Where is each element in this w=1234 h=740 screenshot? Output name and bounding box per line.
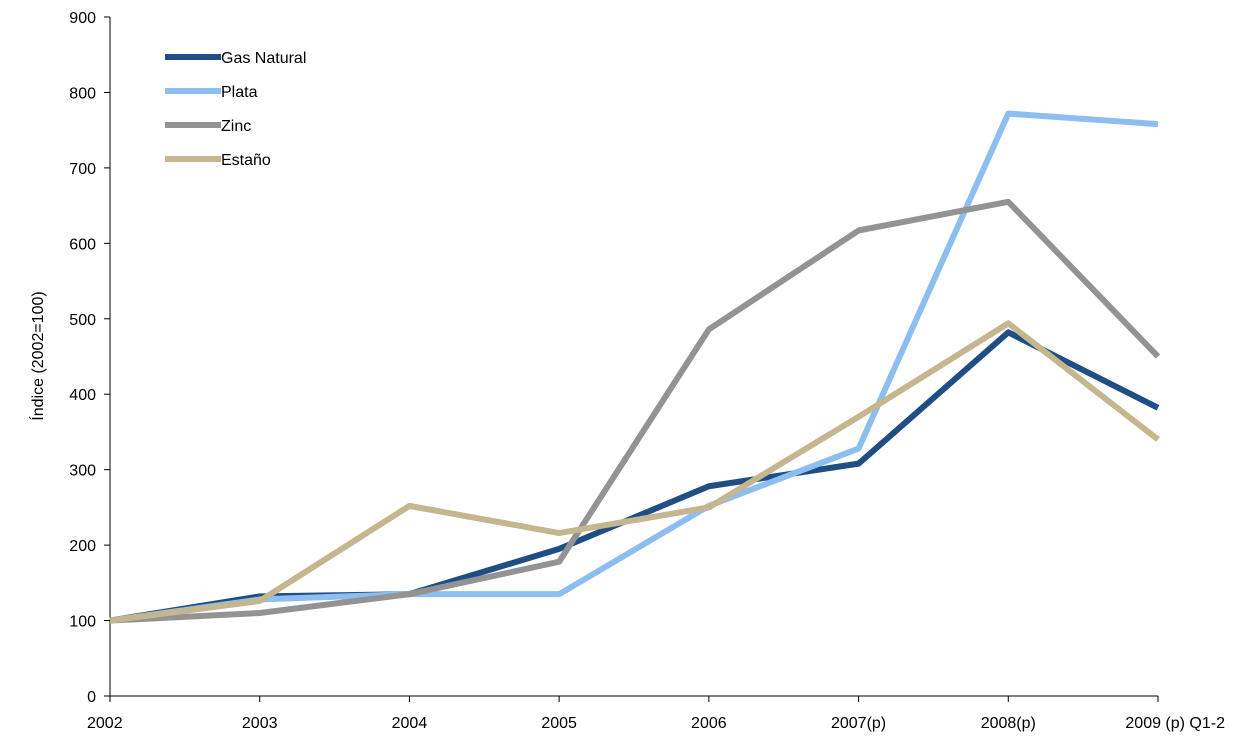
x-tick-label: 2009 (p) Q1-2 bbox=[1125, 715, 1225, 732]
y-tick-label: 200 bbox=[69, 538, 96, 555]
y-tick-label: 700 bbox=[69, 161, 96, 178]
legend-label: Gas Natural bbox=[221, 50, 306, 67]
y-tick-label: 400 bbox=[69, 387, 96, 404]
x-tick-label: 2007(p) bbox=[831, 715, 886, 732]
y-tick-label: 800 bbox=[69, 85, 96, 102]
y-tick-label: 300 bbox=[69, 463, 96, 480]
legend-label: Zinc bbox=[221, 118, 251, 135]
series-line-estano bbox=[109, 320, 1160, 624]
y-tick-label: 500 bbox=[69, 312, 96, 329]
x-tick-label: 2006 bbox=[691, 715, 727, 732]
y-ticks: 0 100 200 300 400 500 600 700 800 900 bbox=[69, 10, 110, 706]
x-tick-label: 2005 bbox=[541, 715, 577, 732]
series-lines bbox=[109, 110, 1161, 624]
y-tick-label: 900 bbox=[69, 10, 96, 27]
axes: Índice (2002=100) bbox=[28, 17, 1158, 697]
legend-label: Plata bbox=[221, 84, 258, 101]
x-tick-label: 2004 bbox=[392, 715, 428, 732]
series-line-plata bbox=[109, 110, 1159, 624]
x-tick-label: 2008(p) bbox=[981, 715, 1036, 732]
legend: Gas Natural Plata Zinc Estaño bbox=[165, 50, 306, 169]
legend-label: Estaño bbox=[221, 152, 271, 169]
y-tick-label: 0 bbox=[87, 689, 96, 706]
y-tick-label: 600 bbox=[69, 236, 96, 253]
x-tick-label: 2002 bbox=[87, 715, 123, 732]
series-line-zinc bbox=[109, 198, 1161, 624]
y-axis-title: Índice (2002=100) bbox=[28, 291, 47, 420]
x-ticks: 2002 2003 2004 2005 2006 2007(p) 2008(p) 2009 (… bbox=[87, 696, 1225, 732]
x-tick-label: 2003 bbox=[242, 715, 278, 732]
y-tick-label: 100 bbox=[69, 614, 96, 631]
series-line-gas-natural bbox=[109, 329, 1160, 624]
